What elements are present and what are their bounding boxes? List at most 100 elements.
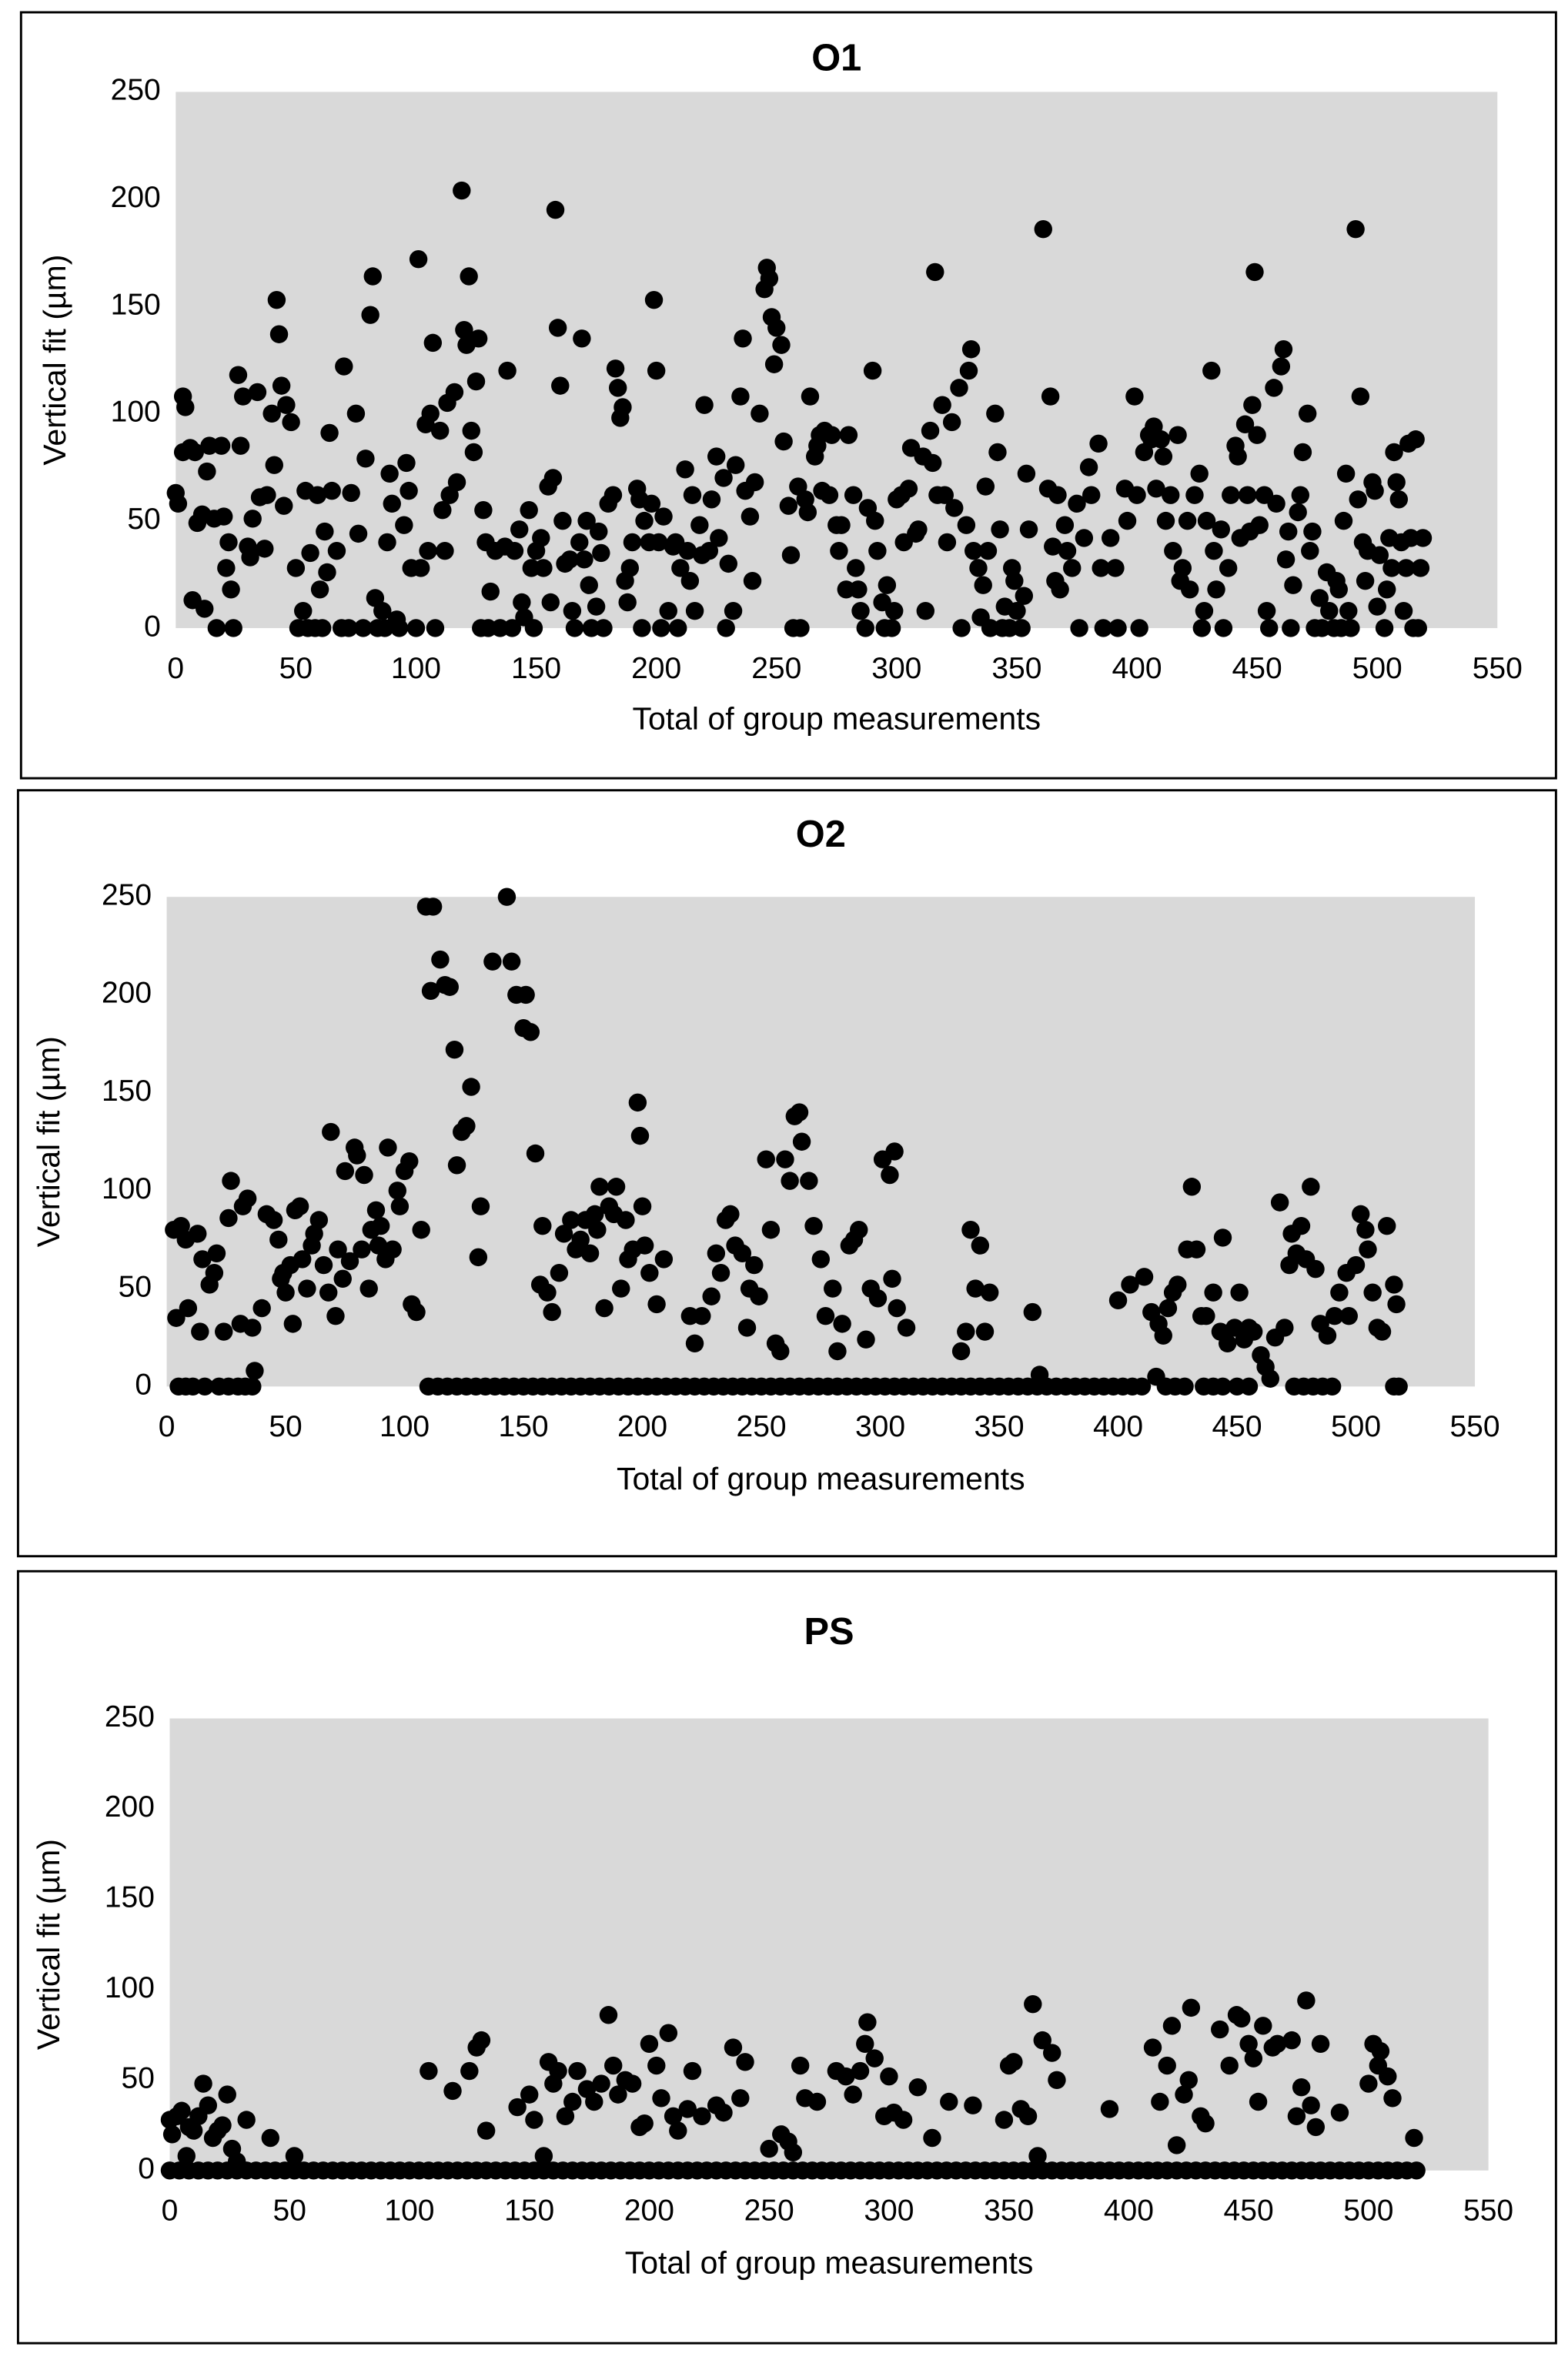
x-tick-label: 250: [737, 1410, 787, 1443]
data-point: [471, 1197, 490, 1215]
data-point: [1407, 2161, 1426, 2180]
data-point: [858, 2013, 877, 2031]
data-point: [635, 1236, 654, 1255]
data-point: [1297, 1991, 1316, 2010]
data-point: [745, 473, 764, 492]
data-point: [592, 2074, 610, 2093]
data-point: [880, 2067, 898, 2086]
data-point: [1260, 619, 1279, 637]
data-point: [290, 1197, 309, 1215]
data-point: [445, 1040, 464, 1059]
data-point: [633, 619, 651, 637]
data-point: [833, 1315, 851, 1333]
data-point: [371, 1216, 390, 1235]
data-point: [1293, 443, 1312, 462]
data-point: [620, 559, 640, 577]
data-point: [710, 529, 728, 547]
data-point: [283, 1315, 303, 1333]
data-point: [264, 1211, 283, 1229]
data-point: [275, 496, 293, 515]
data-point: [1108, 1291, 1128, 1310]
x-tick-label: 500: [1343, 2195, 1393, 2228]
x-tick-label: 350: [991, 652, 1041, 685]
data-point: [807, 2092, 827, 2111]
data-point: [316, 522, 334, 541]
x-tick-label: 0: [159, 1410, 176, 1443]
data-point: [940, 2092, 958, 2111]
data-point: [1180, 580, 1199, 599]
data-point: [462, 1078, 480, 1096]
data-point: [630, 1126, 650, 1145]
data-point: [457, 1117, 476, 1135]
data-point: [1329, 580, 1348, 599]
data-point: [888, 1299, 906, 1318]
data-point: [938, 533, 957, 552]
data-point: [612, 1279, 630, 1298]
data-point: [1301, 541, 1319, 560]
data-point: [1128, 486, 1146, 504]
data-point: [820, 486, 839, 504]
data-point: [513, 593, 531, 612]
data-point: [1359, 2074, 1378, 2093]
data-point: [590, 1178, 609, 1196]
data-point: [301, 543, 319, 563]
x-tick-label: 150: [504, 2195, 554, 2228]
data-point: [570, 533, 589, 552]
x-tick-label: 200: [617, 1410, 667, 1443]
data-point: [176, 398, 195, 416]
data-point: [460, 2061, 479, 2081]
data-point: [333, 1269, 352, 1289]
data-point: [654, 1250, 674, 1269]
data-point: [219, 1208, 238, 1228]
data-point: [804, 1216, 823, 1235]
data-point: [323, 481, 341, 500]
data-point: [538, 1283, 557, 1302]
data-point: [781, 1172, 799, 1190]
data-point: [369, 1236, 388, 1255]
data-point: [1005, 2053, 1023, 2071]
data-point: [988, 443, 1007, 462]
data-point: [177, 2147, 196, 2165]
data-point: [1089, 434, 1108, 453]
data-point: [1377, 580, 1396, 599]
data-point: [212, 436, 231, 455]
y-tick-label: 250: [102, 879, 152, 912]
data-point: [736, 2053, 754, 2071]
data-point: [1154, 447, 1173, 466]
data-point: [784, 2143, 803, 2161]
data-point: [1182, 1178, 1202, 1196]
data-point: [800, 1172, 818, 1190]
x-tick-label: 550: [1463, 2195, 1513, 2228]
x-tick-label: 450: [1212, 1410, 1262, 1443]
data-point: [346, 404, 366, 423]
data-point: [505, 541, 524, 560]
data-point: [469, 1248, 488, 1267]
data-point: [824, 1279, 842, 1298]
data-point: [395, 516, 413, 534]
data-point: [1387, 1295, 1406, 1314]
data-point: [1298, 404, 1317, 423]
data-point: [222, 1172, 240, 1190]
data-point: [277, 396, 296, 414]
data-point: [525, 2111, 543, 2129]
data-point: [1214, 619, 1233, 637]
data-point: [294, 601, 313, 620]
data-point: [503, 619, 522, 637]
data-point: [1207, 580, 1225, 599]
data-point: [1106, 559, 1125, 577]
data-point: [608, 379, 627, 397]
data-point: [654, 507, 673, 526]
data-point: [719, 554, 738, 573]
data-point: [1413, 529, 1433, 547]
data-point: [551, 376, 570, 395]
x-tick-label: 250: [751, 652, 801, 685]
data-point: [526, 1144, 545, 1163]
data-point: [1048, 2071, 1066, 2090]
data-point: [269, 325, 289, 343]
data-point: [272, 376, 291, 395]
y-axis-label: Vertical fit (µm): [31, 1839, 66, 2050]
data-point: [412, 559, 430, 577]
data-point: [1108, 619, 1127, 637]
data-point: [293, 1250, 312, 1269]
data-point: [167, 1309, 186, 1327]
